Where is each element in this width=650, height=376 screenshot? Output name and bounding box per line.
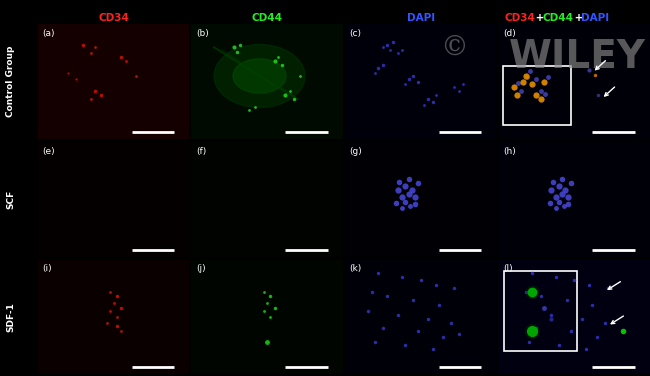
Text: CD44: CD44 xyxy=(252,13,283,23)
Text: CD34: CD34 xyxy=(504,13,536,23)
Text: SCF: SCF xyxy=(6,190,15,209)
Bar xyxy=(503,66,571,125)
Text: CD44: CD44 xyxy=(542,13,573,23)
Text: (k): (k) xyxy=(349,264,361,273)
Text: (d): (d) xyxy=(503,29,515,38)
Text: CD34: CD34 xyxy=(98,13,129,23)
Text: WILEY: WILEY xyxy=(509,38,645,76)
Text: (c): (c) xyxy=(349,29,361,38)
Ellipse shape xyxy=(214,44,305,108)
Bar xyxy=(504,271,577,351)
Text: DAPI: DAPI xyxy=(581,13,609,23)
Text: (g): (g) xyxy=(349,147,362,156)
Text: (l): (l) xyxy=(503,264,513,273)
Text: (f): (f) xyxy=(196,147,206,156)
Text: SDF-1: SDF-1 xyxy=(6,302,15,332)
Text: ©: © xyxy=(440,34,468,61)
Text: (b): (b) xyxy=(196,29,209,38)
Ellipse shape xyxy=(233,59,286,93)
Text: (a): (a) xyxy=(42,29,55,38)
Text: (e): (e) xyxy=(42,147,55,156)
Text: +: + xyxy=(532,13,548,23)
Text: DAPI: DAPI xyxy=(406,13,435,23)
Text: +: + xyxy=(571,13,587,23)
Text: (h): (h) xyxy=(503,147,515,156)
Text: Control Group: Control Group xyxy=(6,46,15,117)
Text: (j): (j) xyxy=(196,264,205,273)
Text: (i): (i) xyxy=(42,264,52,273)
